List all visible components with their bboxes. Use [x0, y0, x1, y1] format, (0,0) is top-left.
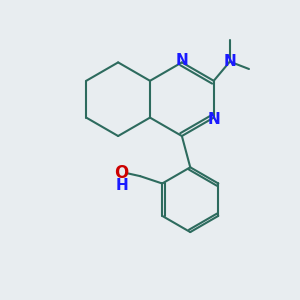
Text: N: N: [224, 53, 236, 68]
Text: O: O: [114, 164, 129, 182]
Text: N: N: [176, 53, 189, 68]
Text: N: N: [208, 112, 221, 127]
Text: H: H: [115, 178, 128, 193]
